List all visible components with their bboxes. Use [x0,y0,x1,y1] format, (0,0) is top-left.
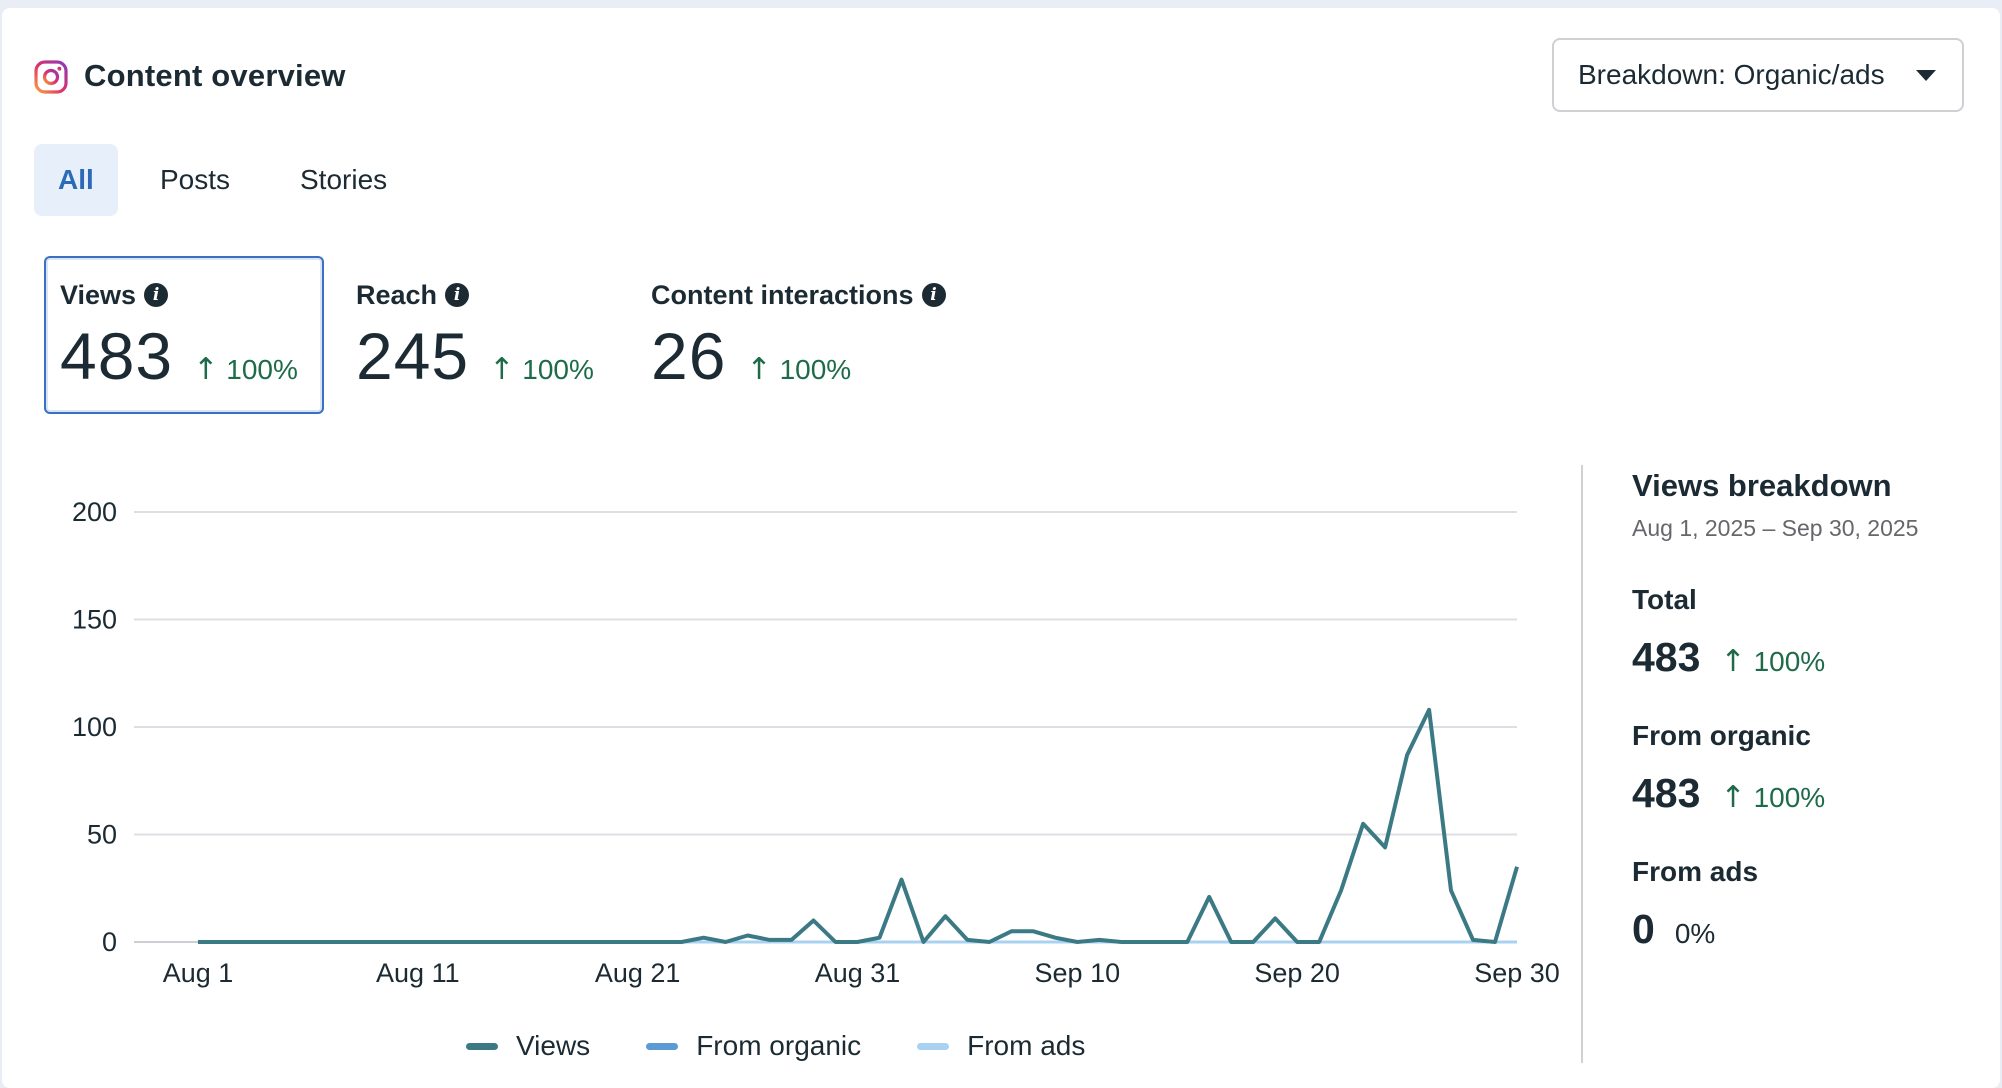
y-tick-label: 100 [72,712,117,742]
breakdown-total-change: 100% [1753,646,1826,677]
y-tick-label: 50 [87,820,117,850]
series-line-views [198,707,1519,944]
x-tick-label: Sep 20 [1254,958,1340,988]
arrow-up-icon: ↑ [1720,644,1746,679]
metric-value: 26 [651,319,727,393]
chevron-down-icon [1916,69,1936,81]
metric-change: 100% [522,353,594,385]
legend-swatch [917,1042,950,1050]
metric-value: 483 [60,319,174,393]
metric-change: 100% [226,353,298,385]
y-tick-label: 0 [102,927,117,957]
tab-all[interactable]: All [34,144,118,216]
breakdown-ads-change: 0% [1674,918,1716,949]
instagram-icon [34,60,68,94]
arrow-up-icon: ↑ [193,352,219,387]
breakdown-ads-value: 0 [1632,906,1655,952]
series-line-from-organic [198,708,1519,944]
x-tick-label: Aug 1 [163,958,234,988]
metric-label: Reach [356,280,438,310]
arrow-up-icon: ↑ [489,352,515,387]
panel-divider [1581,465,1583,1063]
breakdown-organic-change: 100% [1753,782,1826,813]
info-icon[interactable]: i [144,283,169,307]
legend-item-from-organic[interactable]: From organic [646,1030,861,1062]
breakdown-ads-label: From ads [1632,856,1759,887]
x-tick-label: Aug 31 [815,958,901,988]
legend-item-from-ads[interactable]: From ads [917,1030,1085,1062]
info-icon[interactable]: i [921,283,946,307]
y-tick-label: 200 [72,497,117,527]
breakdown-organic: 483 ↑ 100% [1632,768,1825,823]
breakdown-total-value: 483 [1632,634,1701,680]
x-tick-label: Aug 21 [595,958,681,988]
breakdown-organic-label: From organic [1632,720,1811,751]
breakdown-total-label: Total [1632,584,1697,615]
breakdown-dropdown-label: Breakdown: Organic/ads [1578,59,1885,90]
tab-posts[interactable]: Posts [160,164,231,195]
breakdown-date-range: Aug 1, 2025 – Sep 30, 2025 [1632,515,1919,541]
breakdown-ads: 0 0% [1632,904,1715,959]
metric-change: 100% [779,353,852,385]
metric-value: 245 [356,319,470,393]
y-tick-label: 150 [72,605,117,635]
metric-label: Content interactions [651,280,914,310]
metric-label: Views [60,280,137,310]
legend-swatch [466,1042,498,1050]
legend-item-views[interactable]: Views [466,1030,590,1062]
page-title: Content overview [84,58,346,93]
breakdown-organic-value: 483 [1632,770,1701,816]
metric-card-reach[interactable]: Reach i 245 ↑ 100% [356,256,636,414]
arrow-up-icon: ↑ [746,352,772,387]
legend-label: From organic [696,1030,862,1061]
breakdown-total: 483 ↑ 100% [1632,632,1825,687]
metric-card-content-interactions[interactable]: Content interactions i 26 ↑ 100% [651,256,991,414]
breakdown-dropdown[interactable]: Breakdown: Organic/ads [1552,38,1964,112]
metric-card-views[interactable]: Views i 483 ↑ 100% [44,256,324,414]
breakdown-title: Views breakdown [1632,468,1892,503]
info-icon[interactable]: i [445,283,470,307]
tab-stories[interactable]: Stories [300,164,388,195]
chart-legend: Views From organic From ads [466,1026,1085,1066]
x-tick-label: Aug 11 [376,958,460,988]
legend-label: Views [516,1030,591,1061]
legend-label: From ads [967,1030,1086,1061]
legend-swatch [646,1042,679,1050]
content-overview-card [2,8,2000,1088]
x-tick-label: Sep 30 [1474,958,1560,988]
x-tick-label: Sep 10 [1035,958,1121,988]
arrow-up-icon: ↑ [1720,780,1746,815]
